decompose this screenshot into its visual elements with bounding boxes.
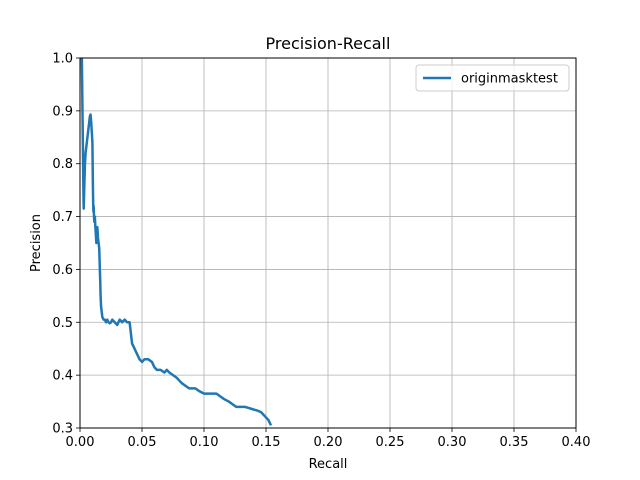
y-axis-ticks: 0.3 0.4 0.5 0.6 0.7 0.8 0.9 1.0 [52, 52, 80, 437]
x-tick-label: 0.25 [376, 435, 405, 450]
x-tick-label: 0.20 [314, 435, 343, 450]
y-tick-label: 1.0 [52, 52, 73, 67]
chart-title: Precision-Recall [266, 34, 391, 53]
x-axis-label: Recall [309, 457, 348, 472]
series-line-originmasktest [80, 57, 273, 426]
y-axis-label: Precision [29, 214, 44, 272]
x-tick-label: 0.40 [562, 435, 591, 450]
x-tick-label: 0.10 [190, 435, 219, 450]
y-tick-label: 0.9 [52, 104, 73, 119]
legend-label: originmasktest [461, 72, 558, 87]
y-tick-label: 0.3 [52, 422, 73, 437]
x-tick-label: 0.00 [66, 435, 95, 450]
legend: originmasktest [415, 64, 570, 92]
y-tick-label: 0.7 [52, 210, 73, 225]
legend-box [415, 64, 570, 92]
x-tick-label: 0.15 [252, 435, 281, 450]
y-tick-label: 0.4 [52, 369, 73, 384]
x-tick-label: 0.35 [500, 435, 529, 450]
x-tick-label: 0.05 [128, 435, 157, 450]
y-tick-label: 0.5 [52, 316, 73, 331]
x-axis-ticks: 0.00 0.05 0.10 0.15 0.20 0.25 0.30 0.35 0.40 [66, 428, 591, 450]
y-tick-label: 0.8 [52, 157, 73, 172]
x-tick-label: 0.30 [438, 435, 467, 450]
series-layer [80, 57, 273, 426]
y-tick-label: 0.6 [52, 263, 73, 278]
